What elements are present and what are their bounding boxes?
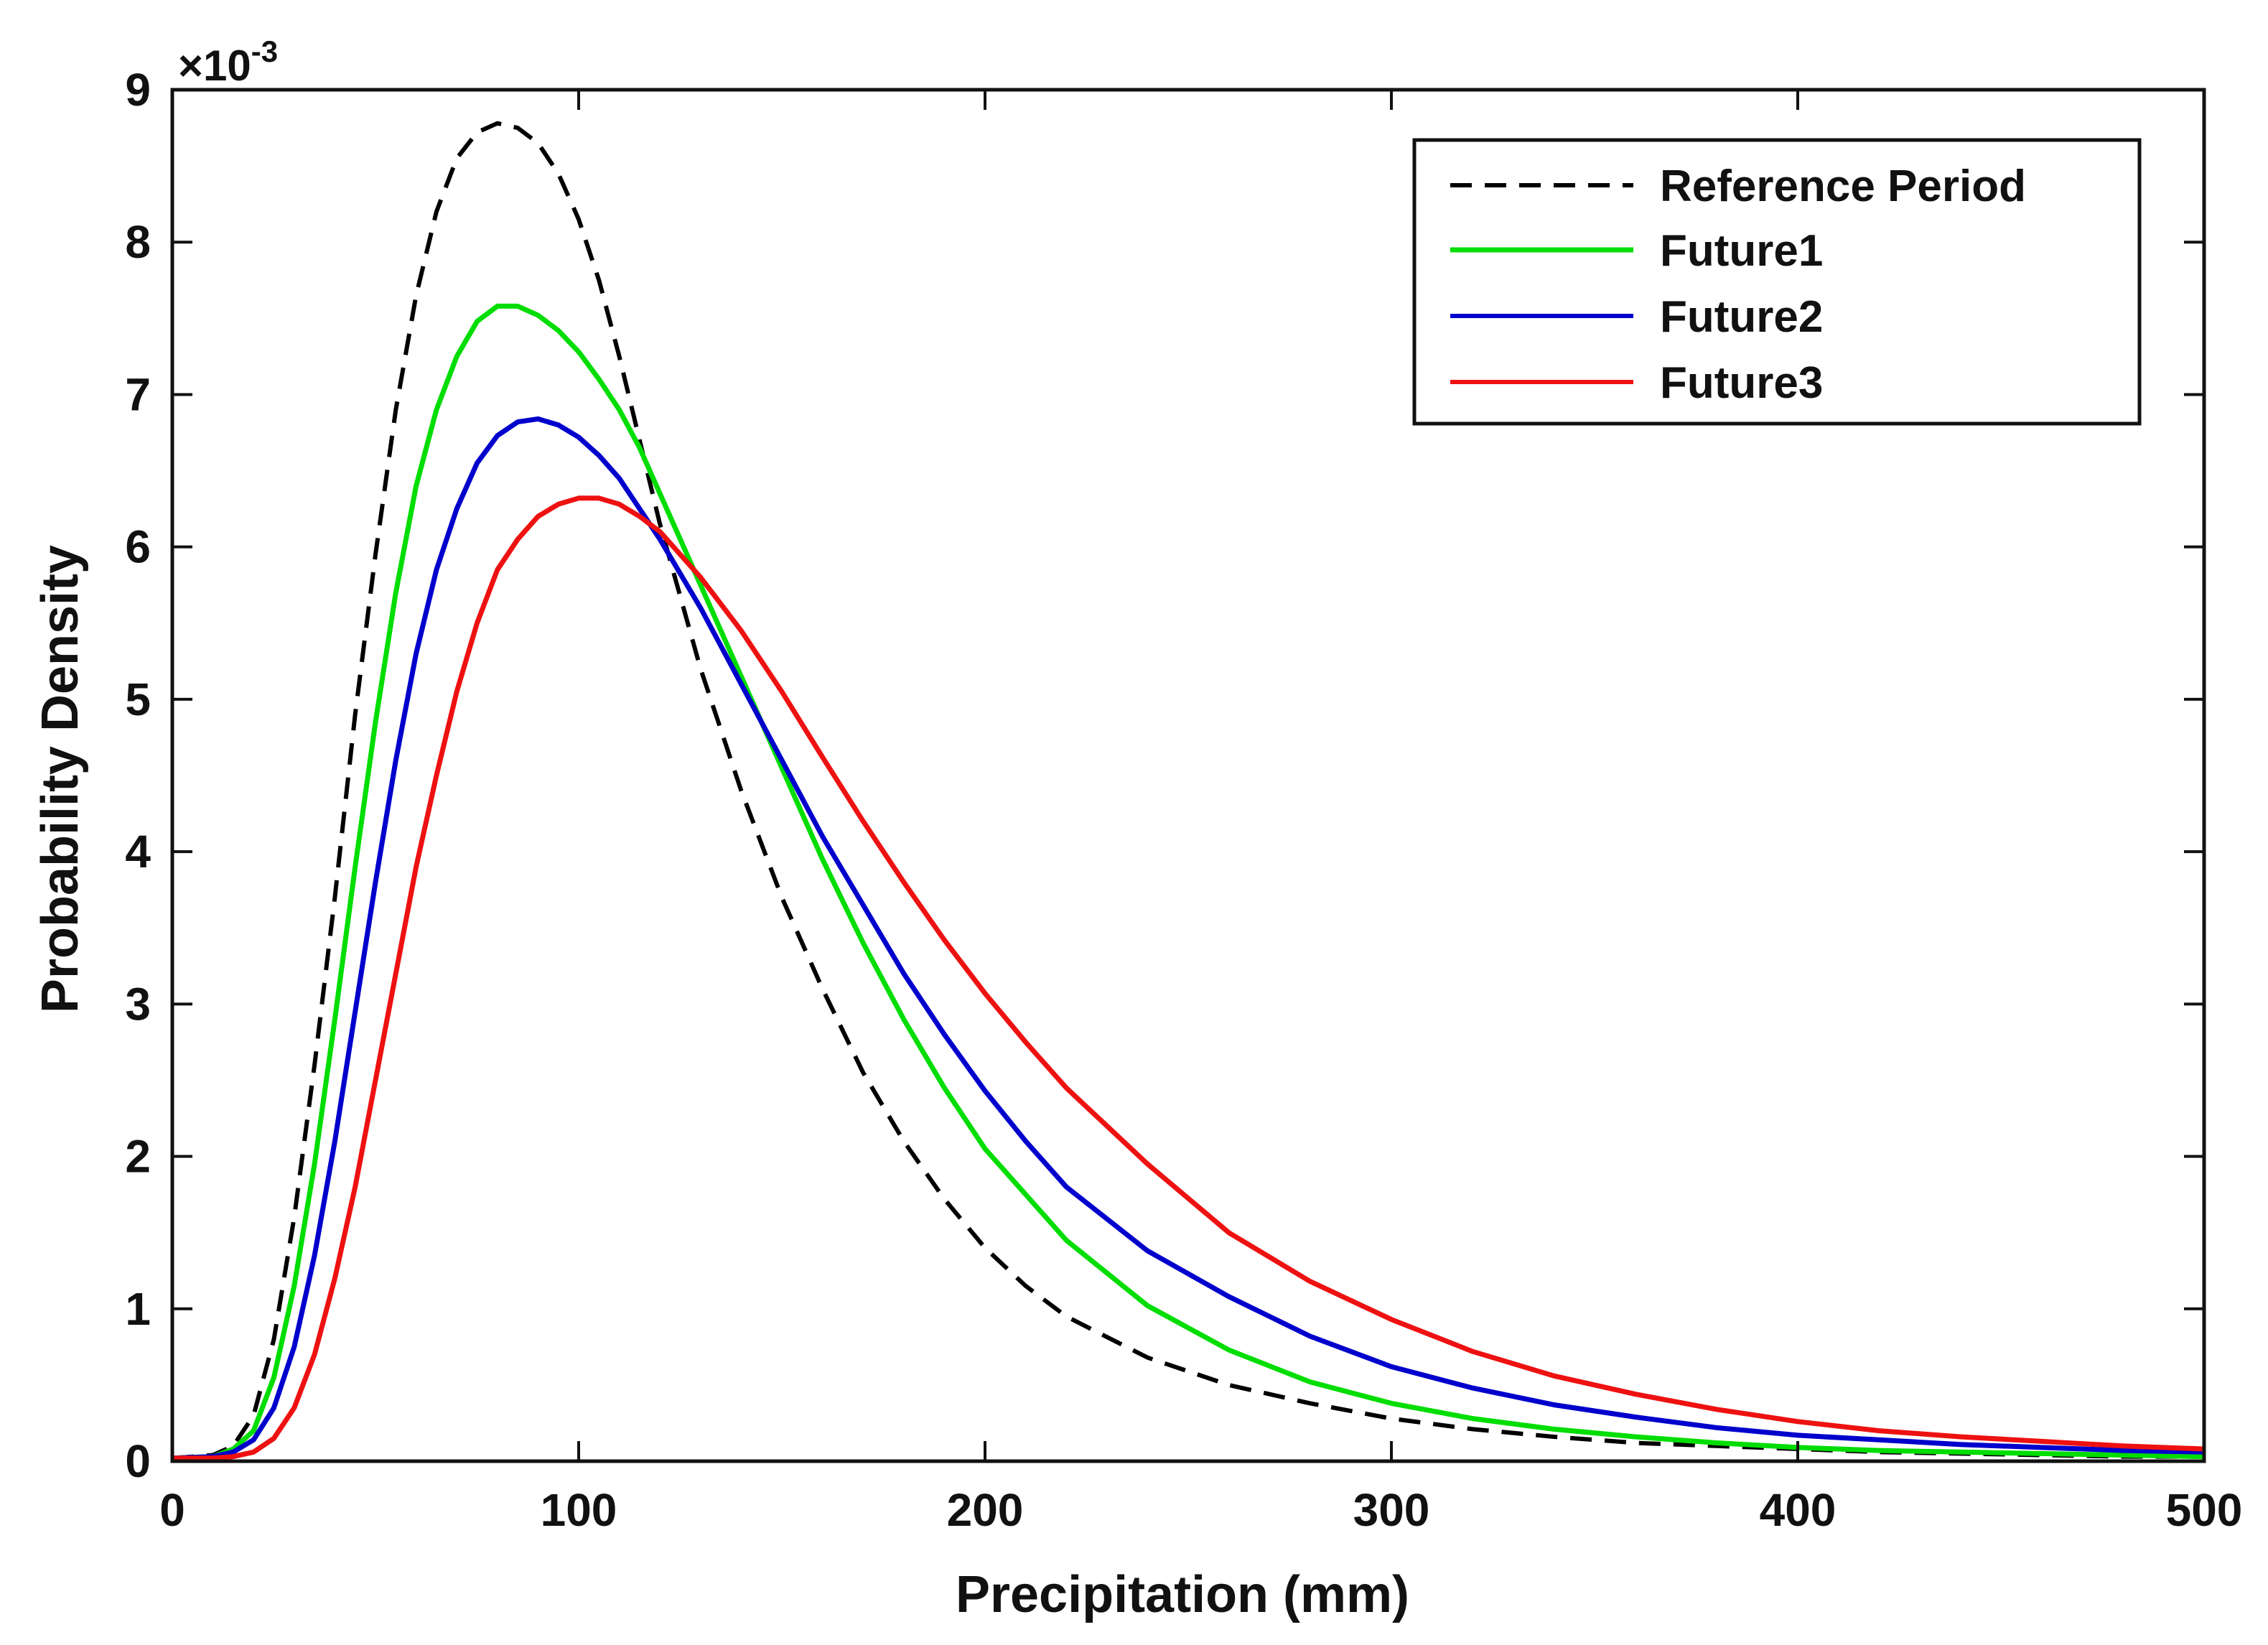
y-axis-title: Probability Density	[32, 545, 89, 1013]
axes-layer: 0 100 200 300 400 500 0 1 2 3 4 5 6 7 8 9	[125, 64, 2242, 1536]
y-tick-label: 0	[125, 1435, 151, 1487]
x-tick-label: 300	[1353, 1484, 1430, 1536]
y-tick-label: 1	[125, 1283, 151, 1335]
legend-label-future2: Future2	[1660, 292, 1823, 342]
y-tick-label: 9	[125, 64, 151, 116]
legend-label-future1: Future1	[1660, 226, 1823, 276]
x-tick-label: 400	[1760, 1484, 1837, 1536]
y-tick-label: 5	[125, 674, 151, 725]
series-line-reference-period	[172, 121, 2204, 1460]
series-line-future3	[172, 495, 2205, 1461]
series-line-future2	[172, 416, 2205, 1461]
x-tick-label: 0	[159, 1484, 185, 1536]
legend: Reference Period Future1 Future2 Future3	[1412, 138, 2142, 426]
x-axis-title: Precipitation (mm)	[956, 1566, 1409, 1623]
legend-label-reference-period: Reference Period	[1660, 162, 2026, 211]
y-tick-label: 4	[125, 826, 151, 877]
y-tick-label: 7	[125, 368, 151, 420]
y-tick-label: 6	[125, 521, 151, 573]
y-tick-label: 8	[125, 216, 151, 268]
x-tick-label: 200	[947, 1484, 1024, 1536]
x-tick-label: 100	[541, 1484, 617, 1536]
y-tick-label: 3	[125, 978, 151, 1030]
x-tick-label: 500	[2166, 1484, 2243, 1536]
y-tick-label: 2	[125, 1131, 151, 1183]
y-exponent-label: ×10-3	[178, 34, 278, 90]
plot-frame	[170, 88, 2206, 1463]
series-layer	[172, 121, 2205, 1461]
legend-label-future3: Future3	[1660, 358, 1823, 408]
series-line-future1	[172, 303, 2205, 1461]
